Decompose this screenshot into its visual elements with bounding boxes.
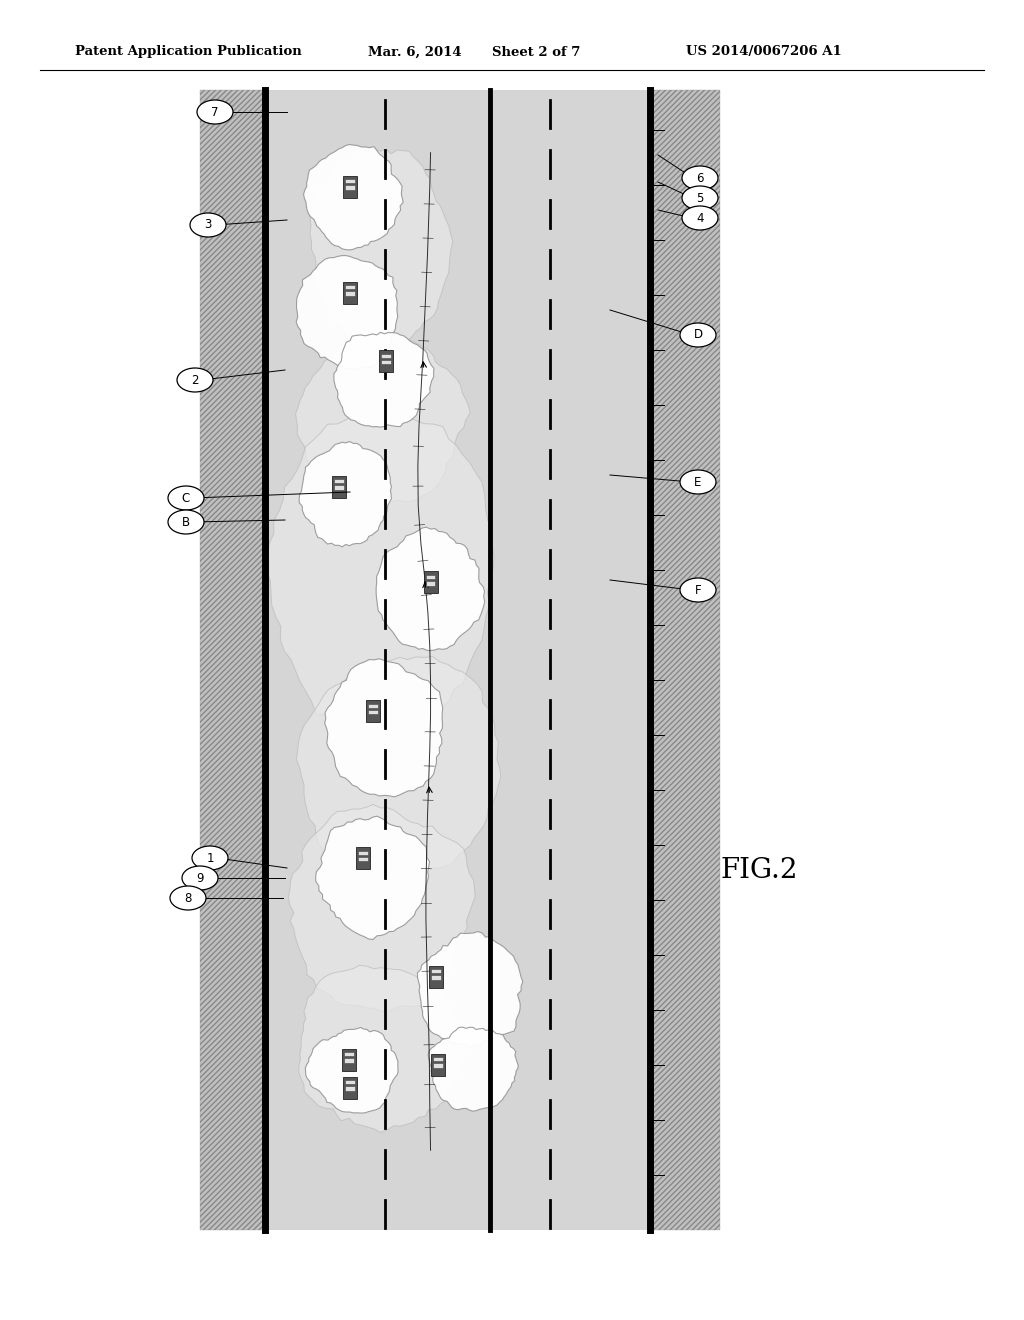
Text: 8: 8 xyxy=(184,891,191,904)
Polygon shape xyxy=(334,333,434,428)
Polygon shape xyxy=(332,475,346,498)
Polygon shape xyxy=(431,969,441,973)
Polygon shape xyxy=(368,710,378,714)
Polygon shape xyxy=(345,292,354,296)
Text: 6: 6 xyxy=(696,172,703,185)
Text: F: F xyxy=(694,583,701,597)
Text: 1: 1 xyxy=(206,851,214,865)
Ellipse shape xyxy=(170,886,206,909)
Polygon shape xyxy=(424,572,437,594)
Text: Mar. 6, 2014: Mar. 6, 2014 xyxy=(368,45,462,58)
Polygon shape xyxy=(343,176,356,198)
Polygon shape xyxy=(305,1027,398,1113)
Polygon shape xyxy=(379,350,393,372)
Ellipse shape xyxy=(197,100,233,124)
Ellipse shape xyxy=(680,323,716,347)
Polygon shape xyxy=(299,441,391,546)
Polygon shape xyxy=(345,185,354,190)
Text: 7: 7 xyxy=(211,106,219,119)
Polygon shape xyxy=(345,1086,354,1090)
Ellipse shape xyxy=(193,846,228,870)
Text: 4: 4 xyxy=(696,211,703,224)
Text: C: C xyxy=(182,491,190,504)
Polygon shape xyxy=(381,359,391,364)
Polygon shape xyxy=(296,656,501,880)
Polygon shape xyxy=(650,90,720,1230)
Ellipse shape xyxy=(680,578,716,602)
Polygon shape xyxy=(433,1057,443,1061)
Text: 3: 3 xyxy=(205,219,212,231)
Ellipse shape xyxy=(168,486,204,510)
Text: 2: 2 xyxy=(191,374,199,387)
Text: 9: 9 xyxy=(197,871,204,884)
Polygon shape xyxy=(428,1027,518,1111)
Polygon shape xyxy=(358,857,368,862)
Polygon shape xyxy=(431,975,441,979)
Polygon shape xyxy=(289,804,475,1011)
Ellipse shape xyxy=(682,166,718,190)
Polygon shape xyxy=(296,256,397,370)
Polygon shape xyxy=(334,484,344,490)
Polygon shape xyxy=(343,282,356,304)
Polygon shape xyxy=(303,144,403,249)
Polygon shape xyxy=(366,701,380,722)
Text: E: E xyxy=(694,475,701,488)
Polygon shape xyxy=(376,527,484,651)
Text: US 2014/0067206 A1: US 2014/0067206 A1 xyxy=(686,45,842,58)
Polygon shape xyxy=(315,816,430,940)
Polygon shape xyxy=(296,330,470,502)
Polygon shape xyxy=(343,1077,356,1098)
Polygon shape xyxy=(344,1059,354,1063)
Text: 5: 5 xyxy=(696,191,703,205)
Polygon shape xyxy=(431,1053,445,1076)
Text: D: D xyxy=(693,329,702,342)
Polygon shape xyxy=(345,1080,354,1084)
Polygon shape xyxy=(429,966,443,987)
Ellipse shape xyxy=(682,186,718,210)
Polygon shape xyxy=(426,574,435,578)
Ellipse shape xyxy=(682,206,718,230)
Ellipse shape xyxy=(680,470,716,494)
Polygon shape xyxy=(342,1049,356,1071)
Polygon shape xyxy=(325,659,442,797)
Polygon shape xyxy=(334,479,344,483)
Polygon shape xyxy=(299,965,468,1133)
Ellipse shape xyxy=(168,510,204,535)
Polygon shape xyxy=(344,1052,354,1056)
Polygon shape xyxy=(358,850,368,854)
Ellipse shape xyxy=(182,866,218,890)
Text: Patent Application Publication: Patent Application Publication xyxy=(75,45,302,58)
Polygon shape xyxy=(265,90,650,1230)
Polygon shape xyxy=(345,180,354,183)
Text: B: B xyxy=(182,516,190,528)
Ellipse shape xyxy=(190,213,226,238)
Polygon shape xyxy=(266,412,494,735)
Polygon shape xyxy=(426,581,435,586)
Polygon shape xyxy=(356,847,370,870)
Text: Sheet 2 of 7: Sheet 2 of 7 xyxy=(492,45,581,58)
Polygon shape xyxy=(433,1063,443,1068)
Polygon shape xyxy=(368,704,378,708)
Polygon shape xyxy=(310,149,453,352)
Polygon shape xyxy=(418,932,523,1047)
Polygon shape xyxy=(345,285,354,289)
Polygon shape xyxy=(381,354,391,358)
Text: FIG.2: FIG.2 xyxy=(720,857,798,883)
Polygon shape xyxy=(200,90,265,1230)
Ellipse shape xyxy=(177,368,213,392)
